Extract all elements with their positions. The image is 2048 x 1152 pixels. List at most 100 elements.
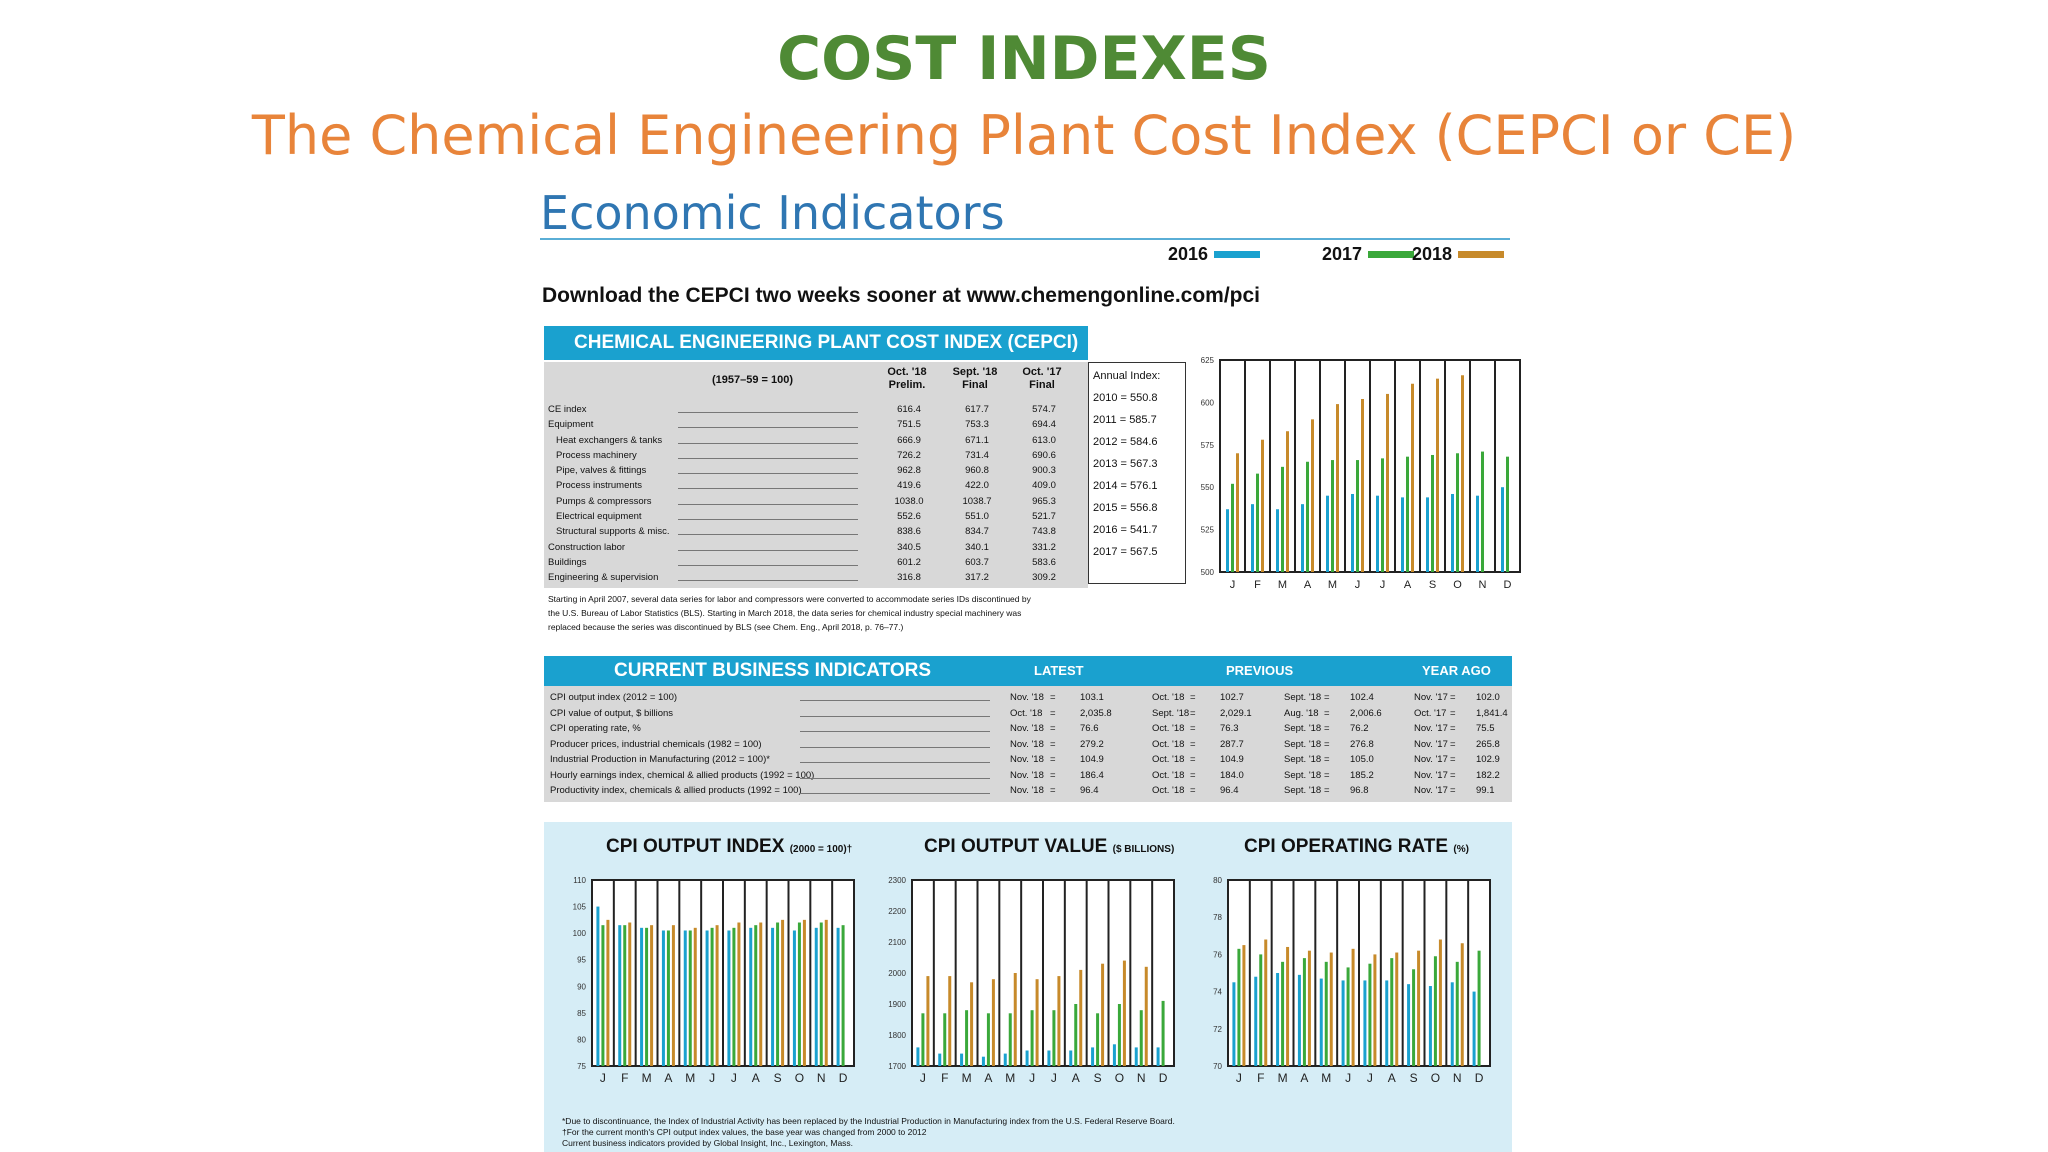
- business-cell: 76.6: [1080, 723, 1099, 734]
- bar-2016: [1091, 1047, 1095, 1066]
- x-tick-label: S: [774, 1071, 782, 1085]
- bar-2017: [666, 930, 670, 1066]
- cepci-value: 583.6: [1032, 556, 1056, 568]
- x-tick-label: N: [817, 1071, 826, 1085]
- leader-line: [678, 457, 858, 459]
- business-cell: =: [1190, 754, 1196, 765]
- bar-2016: [749, 927, 753, 1066]
- leader-line: [800, 731, 990, 732]
- business-row: Producer prices, industrial chemicals (1…: [550, 737, 1510, 752]
- business-cell: 102.0: [1476, 692, 1500, 703]
- x-tick-label: J: [1367, 1071, 1373, 1085]
- bar-2016: [1426, 497, 1429, 572]
- business-cell: 75.5: [1476, 723, 1495, 734]
- cepci-row: Pumps & compressors 1038.0 1038.7 965.3: [548, 494, 1084, 509]
- x-tick-label: M: [1321, 1071, 1331, 1085]
- x-tick-label: A: [1304, 579, 1312, 591]
- bar-2017: [1477, 950, 1481, 1066]
- cepci-row: Process machinery 726.2 731.4 690.6: [548, 448, 1084, 463]
- cepci-row: Construction labor 340.5 340.1 331.2: [548, 540, 1084, 555]
- bar-2016: [1003, 1053, 1007, 1066]
- bar-2017: [965, 1010, 969, 1066]
- bar-2018: [948, 976, 952, 1066]
- business-cell: =: [1450, 754, 1456, 765]
- annual-index-list: 2010 = 550.8 2011 = 585.7 2012 = 584.6 2013…: [1093, 387, 1181, 563]
- bar-2017: [1117, 1004, 1121, 1066]
- business-cell: =: [1450, 707, 1456, 719]
- business-cell: 276.8: [1350, 738, 1374, 750]
- business-cell: Oct. '18: [1152, 738, 1185, 750]
- cepci-row-label: Process instruments: [556, 480, 643, 492]
- cepci-value: 340.1: [965, 541, 989, 553]
- x-tick-label: S: [1094, 1071, 1102, 1085]
- business-table: CPI output index (2012 = 100) Nov. '18 = 10…: [544, 686, 1512, 802]
- y-tick-label: 2300: [888, 876, 906, 885]
- x-tick-label: F: [1257, 1071, 1264, 1085]
- business-row: Industrial Production in Manufacturing (…: [550, 752, 1510, 767]
- bar-2017: [1324, 961, 1328, 1066]
- cepci-value: 960.8: [965, 465, 989, 477]
- bar-2017: [1456, 453, 1459, 572]
- business-cell: 105.0: [1350, 754, 1374, 765]
- cepci-table: (1957–59 = 100) Oct. '18 Prelim. Sept. '…: [544, 362, 1088, 588]
- business-cell: =: [1050, 707, 1056, 719]
- col-line2: Prelim.: [888, 379, 926, 391]
- cepci-monthly-chart: 500 525 550 575 600 625 J F M A M J J A S O N D: [1201, 356, 1521, 591]
- col-line1: Oct. '18: [887, 366, 927, 378]
- business-cell: Oct. '18: [1152, 692, 1185, 703]
- cepci-row-label: Structural supports & misc.: [556, 526, 670, 538]
- business-cell: =: [1190, 769, 1196, 781]
- business-cell: 102.4: [1350, 692, 1374, 703]
- y-tick-label: 525: [1201, 526, 1215, 535]
- business-cell: Nov. '17: [1414, 692, 1448, 703]
- business-cell: =: [1050, 692, 1056, 703]
- leader-line: [678, 503, 858, 505]
- cpi-operating-rate-title: CPI OPERATING RATE (%): [1244, 836, 1469, 858]
- bar-2018: [1361, 399, 1364, 572]
- cepci-value: 1038.7: [962, 495, 992, 507]
- x-tick-label: M: [685, 1071, 695, 1085]
- business-row-label: CPI output index (2012 = 100): [550, 692, 678, 703]
- cepci-value: 834.7: [965, 526, 989, 538]
- header-previous: PREVIOUS: [1226, 663, 1294, 678]
- bar-2016: [1472, 991, 1476, 1066]
- business-charts-panel: CPI OUTPUT INDEX (2000 = 100)† CPI OUTPU…: [544, 822, 1512, 1152]
- leader-line: [800, 762, 990, 763]
- y-tick-label: 600: [1201, 398, 1215, 407]
- x-tick-label: J: [1051, 1071, 1057, 1085]
- cepci-value: 731.4: [965, 449, 989, 461]
- cepci-value: 552.6: [897, 511, 921, 523]
- bar-2016: [814, 927, 818, 1066]
- business-cell: =: [1050, 785, 1056, 796]
- bar-2018: [1417, 950, 1421, 1066]
- x-tick-label: A: [1404, 579, 1412, 591]
- x-tick-label: J: [600, 1071, 606, 1085]
- cepci-row: Structural supports & misc. 838.6 834.7 743…: [548, 524, 1084, 539]
- bar-2016: [1385, 980, 1389, 1066]
- chart-title: CPI OUTPUT INDEX: [606, 836, 785, 857]
- bar-2017: [1008, 1013, 1012, 1066]
- annual-index-item: 2010 = 550.8: [1093, 392, 1158, 404]
- business-cell: Oct. '18: [1152, 769, 1185, 781]
- business-cell: 76.2: [1350, 723, 1369, 734]
- bar-2017: [1406, 456, 1409, 572]
- cepci-value: 838.6: [897, 526, 921, 538]
- x-tick-label: A: [1300, 1071, 1308, 1085]
- bar-2016: [771, 927, 775, 1066]
- legend-2018: 2018: [1412, 244, 1505, 265]
- leader-line: [800, 700, 990, 701]
- bar-2016: [1407, 984, 1411, 1066]
- bar-2018: [1013, 973, 1017, 1066]
- cepci-value: 521.7: [1032, 511, 1056, 523]
- bar-2018: [1261, 439, 1264, 572]
- business-row: CPI operating rate, % Nov. '18 = 76.6 Oct. '…: [550, 721, 1510, 736]
- bar-2018: [1122, 960, 1126, 1066]
- bar-2017: [1455, 961, 1459, 1066]
- cepci-value: 671.1: [965, 434, 989, 446]
- bar-2016: [792, 930, 796, 1066]
- y-tick-label: 80: [577, 1035, 586, 1044]
- business-cell: =: [1324, 692, 1330, 703]
- bar-2018: [650, 925, 654, 1066]
- bar-2016: [981, 1056, 985, 1066]
